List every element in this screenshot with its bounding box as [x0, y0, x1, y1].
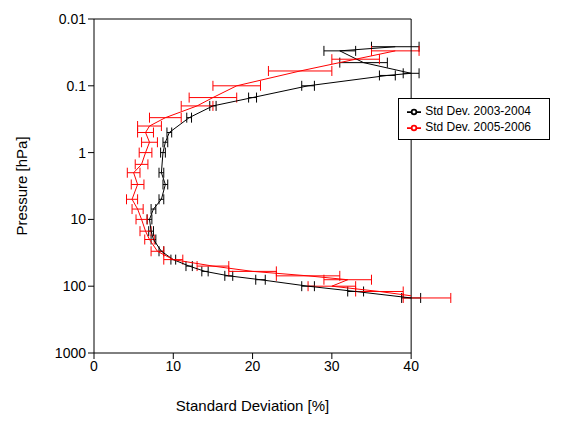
- html-text:Std Dev. 2003-2004: Std Dev. 2003-2004: [425, 104, 531, 118]
- svg-text:10: 10: [70, 211, 86, 227]
- svg-text:30: 30: [324, 358, 340, 374]
- svg-text:1: 1: [78, 145, 86, 161]
- svg-text:0.1: 0.1: [67, 78, 87, 94]
- svg-text:10: 10: [165, 358, 181, 374]
- svg-text:Pressure [hPa]: Pressure [hPa]: [13, 136, 30, 235]
- svg-text:Standard Deviation [%]: Standard Deviation [%]: [176, 397, 329, 414]
- svg-text:40: 40: [403, 358, 419, 374]
- svg-text:100: 100: [63, 278, 87, 294]
- html-text:Std Dev. 2005-2006: Std Dev. 2005-2006: [425, 120, 531, 134]
- svg-text:20: 20: [245, 358, 261, 374]
- svg-text:0.01: 0.01: [59, 11, 86, 27]
- svg-text:0: 0: [90, 358, 98, 374]
- svg-text:1000: 1000: [55, 345, 86, 361]
